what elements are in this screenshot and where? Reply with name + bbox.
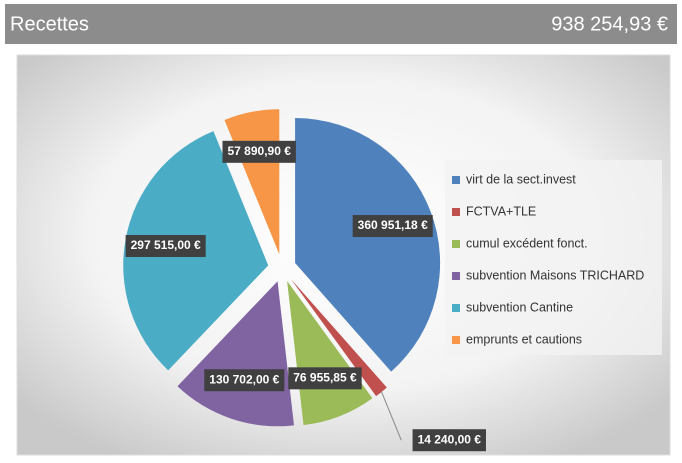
data-label: 130 702,00 € <box>209 372 279 386</box>
data-label-box <box>352 215 433 238</box>
legend-swatch <box>452 304 460 312</box>
legend-label: emprunts et cautions <box>466 332 582 346</box>
data-label-box <box>204 369 285 392</box>
legend-label: FCTVA+TLE <box>466 204 536 218</box>
legend-swatch <box>452 272 460 280</box>
legend-swatch <box>452 240 460 248</box>
data-label: 297 515,00 € <box>131 238 201 252</box>
leader-line <box>381 391 402 441</box>
data-label-box <box>412 429 486 452</box>
legend-label: subvention Cantine <box>466 300 573 314</box>
legend-box <box>445 160 662 355</box>
data-label-box <box>222 140 296 163</box>
legend-swatch <box>452 336 460 344</box>
data-label: 360 951,18 € <box>358 218 428 232</box>
data-label: 14 240,00 € <box>418 432 482 446</box>
legend-swatch <box>452 208 460 216</box>
legend-label: virt de la sect.invest <box>466 172 576 186</box>
legend-label: subvention Maisons TRICHARD <box>466 268 644 282</box>
legend-label: cumul excédent fonct. <box>466 236 588 250</box>
header-bar <box>5 4 677 44</box>
pie-slice <box>295 118 441 372</box>
header-total: 938 254,93 € <box>551 13 668 35</box>
data-label-box <box>288 367 362 390</box>
legend-swatch <box>452 176 460 184</box>
header-title: Recettes <box>10 13 89 35</box>
pie-slice <box>290 278 387 397</box>
data-label: 76 955,85 € <box>293 370 357 384</box>
data-label-box <box>125 234 206 257</box>
data-label: 57 890,90 € <box>227 144 291 158</box>
